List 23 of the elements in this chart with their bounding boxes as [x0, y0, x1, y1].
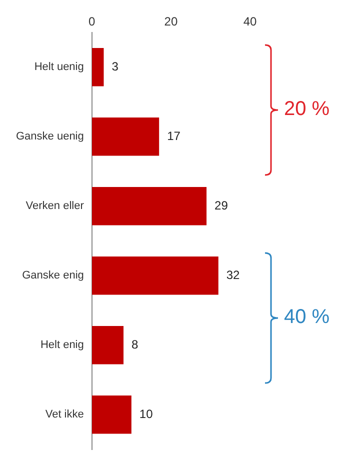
y-tick-label: Helt uenig — [34, 61, 84, 74]
data-label: 29 — [214, 198, 228, 212]
bar — [92, 326, 124, 364]
bar — [92, 118, 160, 156]
y-tick-label: Ganske uenig — [16, 130, 84, 143]
y-tick-label: Ganske enig — [22, 270, 84, 282]
text: 20 % — [284, 98, 330, 121]
x-tick-label: 20 — [164, 14, 178, 29]
y-tick-label: Helt enig — [40, 339, 84, 352]
bar — [92, 48, 104, 86]
data-label: 8 — [132, 337, 139, 352]
y-tick-label: Verken eller — [26, 200, 84, 212]
bar — [92, 396, 132, 434]
text: 40 % — [284, 306, 330, 330]
y-tick-label: Vet ikke — [45, 408, 84, 421]
bar — [92, 256, 218, 295]
data-label: 10 — [139, 406, 154, 421]
x-tick-label: 40 — [243, 14, 257, 29]
data-label: 17 — [167, 128, 181, 143]
x-tick-label: 0 — [88, 14, 96, 29]
bar — [92, 187, 207, 226]
data-label: 3 — [112, 59, 119, 74]
data-label: 32 — [226, 268, 240, 282]
